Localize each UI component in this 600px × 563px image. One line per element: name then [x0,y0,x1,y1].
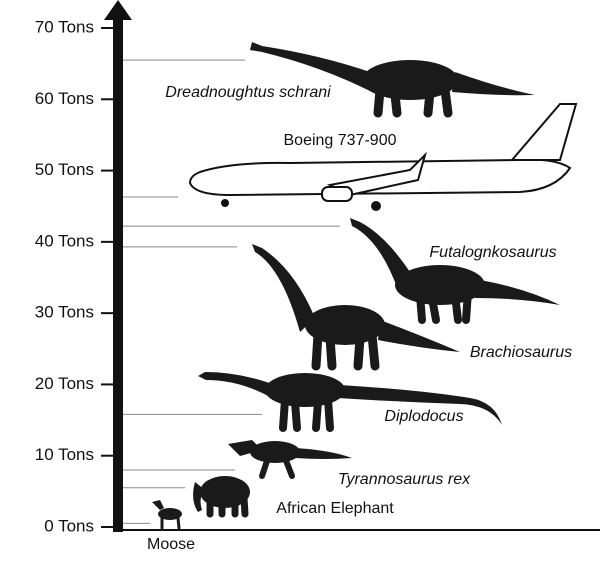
y-tick-label: 20 Tons [35,374,94,393]
trex-silhouette [228,440,352,479]
y-tick-label: 30 Tons [35,303,94,322]
y-tick-label: 40 Tons [35,231,94,250]
diplodocus-silhouette [198,372,502,432]
item-label: African Elephant [276,500,394,517]
item-label: Dreadnoughtus schrani [165,84,331,101]
axis-arrow [104,0,132,20]
futalognkosaurus-silhouette [350,218,560,324]
y-tick-label: 10 Tons [35,445,94,464]
brachiosaurus-silhouette [252,244,460,371]
item-label: Moose [147,536,195,553]
y-tick-label: 0 Tons [44,516,94,535]
dreadnoughtus-silhouette [250,42,535,118]
moose-silhouette [152,500,182,530]
boeing-silhouette [188,103,578,211]
item-label: Diplodocus [384,408,463,425]
item-label: Brachiosaurus [470,344,572,361]
y-axis [113,18,123,532]
item-label: Boeing 737-900 [284,132,397,149]
y-tick-label: 50 Tons [35,160,94,179]
item-label: Tyrannosaurus rex [338,471,471,488]
y-tick-label: 70 Tons [35,17,94,36]
y-tick-label: 60 Tons [35,89,94,108]
item-label: Futalognkosaurus [429,244,556,261]
elephant-silhouette [193,476,250,518]
